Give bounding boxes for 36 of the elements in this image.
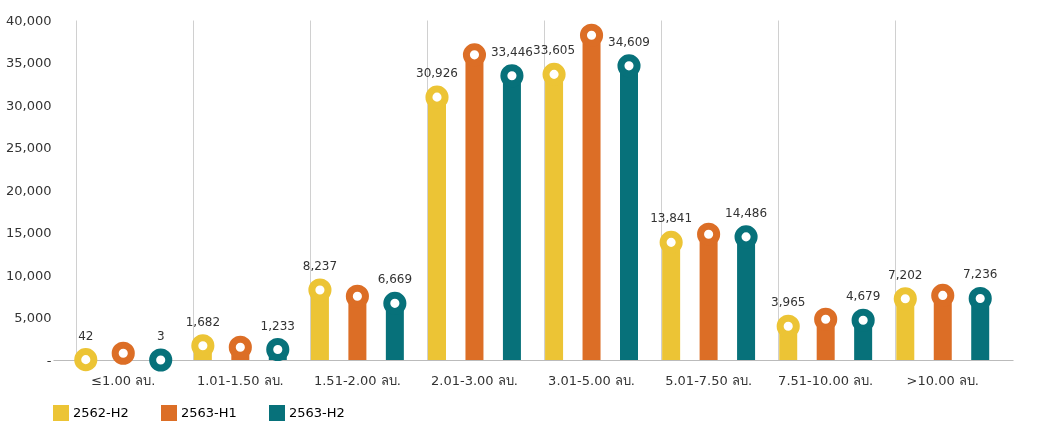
data-label: 1,682 xyxy=(185,314,221,329)
data-label: 14,486 xyxy=(725,205,768,220)
x-tick-label: 1.01-1.50 ลบ. xyxy=(196,372,284,388)
legend-label: 2563-H1 xyxy=(181,405,237,420)
data-label: 7,202 xyxy=(888,267,923,282)
y-tick-label: 15,000 xyxy=(6,225,52,240)
y-tick-label: 35,000 xyxy=(6,55,52,70)
data-label: 33,446 xyxy=(490,44,533,59)
data-label: 34,609 xyxy=(608,34,650,49)
data-label: 3 xyxy=(156,328,165,343)
y-tick-label: 5,000 xyxy=(14,310,52,325)
data-label: 4,679 xyxy=(845,289,881,304)
legend-label: 2563-H2 xyxy=(289,405,345,420)
x-tick-label: 2.01-3.00 ลบ. xyxy=(431,372,518,388)
legend-label: 2562-H2 xyxy=(73,405,129,420)
x-tick-label: >10.00 ลบ. xyxy=(906,372,979,388)
data-label: 13,841 xyxy=(650,211,693,226)
data-label: 8,237 xyxy=(302,258,338,273)
data-label: 30,926 xyxy=(416,66,458,81)
x-tick-label: 7.51-10.00 ลบ. xyxy=(778,372,874,388)
x-tick-label: 1.51-2.00 ลบ. xyxy=(313,372,401,388)
data-label: 3,965 xyxy=(771,295,806,310)
y-tick-label: - xyxy=(46,352,52,368)
data-label: 42 xyxy=(78,328,94,343)
y-tick-label: 40,000 xyxy=(6,12,52,28)
x-tick-label: ≤1.00 ลบ. xyxy=(91,372,156,388)
data-label: 7,236 xyxy=(963,267,998,282)
y-tick-label: 10,000 xyxy=(6,267,52,283)
data-label: 33,605 xyxy=(533,43,576,58)
data-label: 1,233 xyxy=(260,318,295,333)
y-tick-label: 20,000 xyxy=(6,182,52,198)
data-label: 6,669 xyxy=(377,272,413,287)
y-tick-label: 30,000 xyxy=(6,97,52,113)
y-tick-label: 25,000 xyxy=(6,140,52,155)
x-tick-label: 3.01-5.00 ลบ. xyxy=(548,372,635,388)
x-tick-label: 5.01-7.50 ลบ. xyxy=(665,372,753,388)
